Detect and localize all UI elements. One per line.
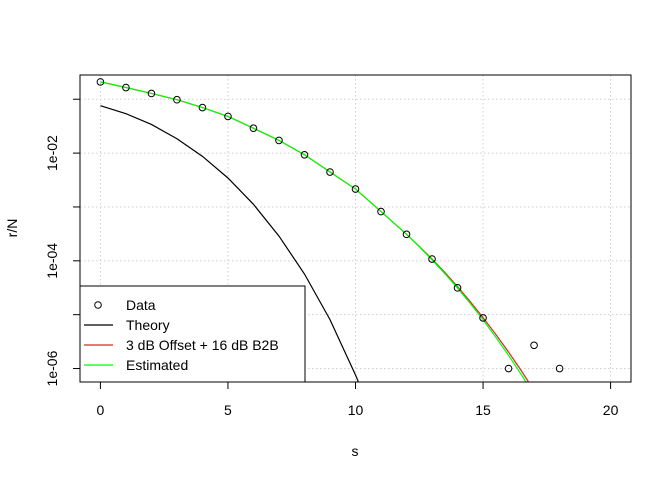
x-tick-label-3: 15 — [475, 402, 491, 418]
x-tick-label-1: 5 — [224, 402, 232, 418]
data-point-1 — [122, 83, 130, 92]
series-line-3 — [100, 81, 527, 382]
legend-label-2: 3 dB Offset + 16 dB B2B — [126, 337, 279, 353]
legend-box — [79, 285, 306, 383]
data-point-14 — [453, 284, 462, 292]
series-layer — [96, 78, 564, 382]
data-point-9 — [326, 168, 334, 176]
data-point-11 — [377, 207, 385, 216]
data-point-4 — [198, 103, 207, 112]
data-point-15 — [479, 314, 487, 322]
data-point-6 — [249, 124, 258, 132]
legend-label-3: Estimated — [126, 357, 188, 373]
data-point-12 — [402, 230, 411, 239]
data-point-16 — [504, 364, 513, 373]
x-axis-label: s — [352, 443, 359, 459]
legend-label-1: Theory — [126, 317, 170, 333]
data-point-7 — [275, 136, 283, 145]
data-point-2 — [147, 89, 156, 98]
data-point-8 — [300, 150, 309, 159]
x-tick-label-2: 10 — [348, 402, 364, 418]
y-axis-label: r/N — [4, 219, 20, 238]
data-point-17 — [530, 341, 538, 350]
data-point-5 — [224, 112, 232, 121]
y-tick-label-2: 1e-02 — [44, 135, 60, 171]
legend-label-0: Data — [126, 297, 156, 313]
legend-marker-0 — [94, 301, 102, 309]
legend: Data Theory 3 dB Offset + 16 dB B2B Estimat… — [79, 285, 306, 383]
data-point-13 — [428, 255, 436, 263]
y-tick-label-0: 1e-06 — [44, 350, 60, 386]
data-point-10 — [351, 185, 360, 193]
data-point-18 — [555, 364, 564, 373]
y-tick-label-1: 1e-04 — [44, 243, 60, 279]
data-point-3 — [173, 95, 181, 104]
x-tick-label-4: 20 — [603, 402, 619, 418]
series-line-1 — [100, 105, 360, 382]
x-tick-label-0: 0 — [97, 402, 105, 418]
data-point-0 — [96, 78, 105, 86]
